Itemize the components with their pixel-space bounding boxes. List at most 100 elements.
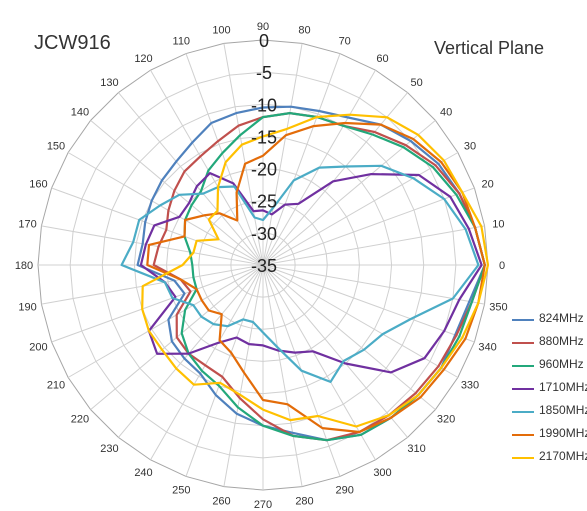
- angle-tick-label: 170: [18, 219, 36, 231]
- grid-spoke: [51, 187, 264, 266]
- radial-tick-label: 0: [259, 31, 269, 51]
- radial-tick-label: -10: [251, 95, 277, 115]
- radial-tick-label: -5: [256, 63, 272, 83]
- grid-spoke: [150, 69, 264, 266]
- angle-tick-label: 150: [47, 141, 65, 153]
- series-layer: [120, 105, 490, 442]
- series-line-824MHz: [136, 105, 486, 442]
- angle-tick-label: 40: [440, 106, 452, 118]
- angle-tick-label: 30: [464, 141, 476, 153]
- angle-tick-label: 300: [373, 467, 391, 479]
- radial-tick-label: -15: [251, 127, 277, 147]
- angle-tick-label: 100: [212, 25, 230, 37]
- legend-label: 1710MHz: [539, 380, 587, 394]
- legend-item: 1710MHz: [510, 380, 587, 396]
- legend-label: 880MHz: [539, 334, 584, 348]
- angle-tick-label: 310: [407, 443, 425, 455]
- angle-tick-label: 230: [100, 443, 118, 455]
- chart-title: JCW916: [34, 32, 111, 54]
- grid-spoke: [223, 43, 264, 266]
- series-line-1710MHz: [139, 172, 483, 374]
- grid-spoke: [67, 152, 264, 266]
- grid-spoke: [118, 264, 264, 438]
- legend-label: 1990MHz: [539, 426, 587, 440]
- grid-spoke: [185, 53, 264, 266]
- grid-spoke: [262, 92, 408, 266]
- series-line-2170MHz: [141, 113, 490, 428]
- legend-item: 1990MHz: [510, 426, 587, 442]
- grid-spoke: [262, 264, 303, 487]
- angle-tick-label: 50: [410, 77, 422, 89]
- angle-tick-label: 350: [489, 302, 507, 314]
- angle-tick-label: 250: [172, 485, 190, 497]
- angle-tick-label: 340: [478, 342, 496, 354]
- grid-spoke: [262, 152, 459, 266]
- angle-tick-label: 180: [15, 260, 33, 272]
- legend-item: 880MHz: [510, 334, 587, 350]
- grid-spoke: [90, 120, 264, 266]
- legend-label: 960MHz: [539, 357, 584, 371]
- legend-swatch: [512, 434, 534, 436]
- grid-spoke: [262, 225, 485, 266]
- angle-tick-label: 290: [336, 485, 354, 497]
- angle-tick-label: 70: [339, 35, 351, 47]
- tick-labels: 0 10 20 30 40 50 60 70 80 90 100 110 120 130 140 150 160…: [15, 21, 508, 511]
- grid-spoke: [118, 92, 264, 266]
- grid-spoke: [150, 264, 264, 461]
- angle-tick-label: 120: [134, 53, 152, 65]
- legend-label: 824MHz: [539, 311, 584, 325]
- angle-tick-label: 320: [437, 414, 455, 426]
- grid-spoke: [262, 264, 475, 343]
- angle-tick-label: 270: [254, 499, 272, 511]
- angle-tick-label: 20: [481, 178, 493, 190]
- grid-spoke: [51, 264, 264, 343]
- angle-tick-label: 160: [29, 178, 47, 190]
- angle-tick-label: 110: [173, 35, 191, 47]
- angle-tick-label: 330: [461, 380, 479, 392]
- radial-tick-label: -25: [251, 192, 277, 212]
- legend-item: 1850MHz: [510, 403, 587, 419]
- grid-spoke: [41, 264, 264, 305]
- angle-tick-label: 260: [212, 495, 230, 507]
- angle-tick-label: 0: [499, 260, 505, 272]
- legend-swatch: [512, 457, 534, 459]
- grid-spoke: [262, 53, 341, 266]
- series-line-1850MHz: [120, 164, 480, 383]
- legend-item: 824MHz: [510, 311, 587, 327]
- grid-spoke: [262, 264, 408, 438]
- angle-tick-label: 220: [71, 414, 89, 426]
- legend-swatch: [512, 388, 534, 390]
- angle-tick-label: 90: [257, 21, 269, 33]
- grid-spoke: [262, 43, 303, 266]
- grid-spoke: [185, 264, 264, 477]
- legend-label: 1850MHz: [539, 403, 587, 417]
- series-line-1990MHz: [146, 121, 486, 434]
- angle-tick-label: 190: [18, 302, 36, 314]
- radial-tick-label: -20: [251, 160, 277, 180]
- grid-spoke: [41, 225, 264, 266]
- grid-spoke: [262, 264, 485, 305]
- grid-spoke: [262, 264, 436, 410]
- legend-swatch: [512, 342, 534, 344]
- series-line-960MHz: [180, 111, 486, 442]
- radial-tick-label: -35: [251, 256, 277, 276]
- angle-tick-label: 10: [492, 219, 504, 231]
- legend-item: 2170MHz: [510, 449, 587, 465]
- angle-tick-label: 280: [295, 495, 313, 507]
- legend-swatch: [512, 365, 534, 367]
- angle-tick-label: 210: [47, 380, 65, 392]
- angle-tick-label: 60: [376, 53, 388, 65]
- radial-tick-label: -30: [251, 224, 277, 244]
- angle-tick-label: 130: [100, 77, 118, 89]
- legend-item: 960MHz: [510, 357, 587, 373]
- angle-tick-label: 140: [71, 106, 89, 118]
- chart-subtitle: Vertical Plane: [434, 38, 545, 58]
- grid-spoke: [223, 264, 264, 487]
- legend-swatch: [512, 319, 534, 321]
- grid-spoke: [262, 187, 475, 266]
- angle-tick-label: 80: [298, 25, 310, 37]
- angle-tick-label: 240: [134, 467, 152, 479]
- legend-label: 2170MHz: [539, 449, 587, 463]
